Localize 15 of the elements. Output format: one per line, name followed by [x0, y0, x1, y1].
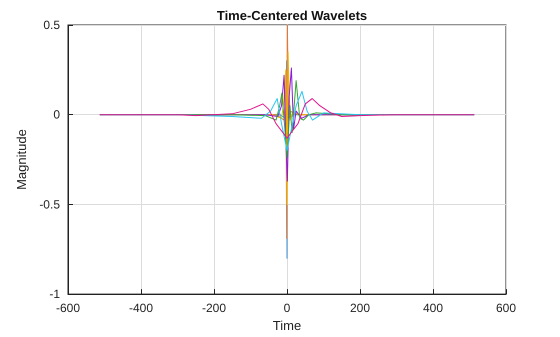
- chart-title: Time-Centered Wavelets: [216, 8, 368, 23]
- x-tick-label: 600: [496, 301, 516, 316]
- line-series: [100, 98, 474, 139]
- y-tick-label: -1: [49, 287, 60, 302]
- x-tick-label: 400: [422, 301, 444, 316]
- y-tick-label: -0.5: [39, 197, 60, 212]
- x-tick-label: -200: [202, 301, 226, 316]
- y-tick-label: 0: [53, 108, 60, 122]
- x-axis-title: Time: [272, 318, 302, 333]
- x-tick-label: -400: [128, 301, 154, 316]
- y-axis-title: Magnitude: [14, 129, 29, 190]
- y-tick-label: 0.5: [43, 18, 60, 32]
- x-tick-label: 200: [350, 301, 370, 316]
- x-tick-label: 0: [284, 301, 291, 316]
- x-tick-label: -600: [56, 301, 80, 316]
